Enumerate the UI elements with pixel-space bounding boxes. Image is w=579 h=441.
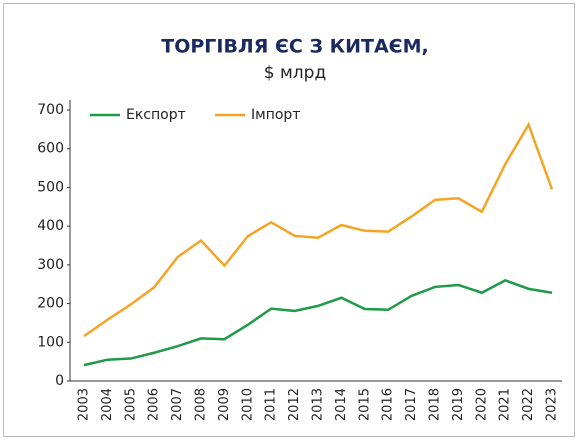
x-tick-label: 2020 — [474, 388, 489, 421]
x-tick-label: 2010 — [240, 388, 255, 421]
y-tick-label: 100 — [37, 334, 64, 350]
x-tick-label: 2019 — [451, 388, 466, 421]
x-tick-label: 2022 — [521, 388, 536, 421]
y-tick-label: 700 — [37, 102, 64, 118]
x-tick-label: 2013 — [311, 388, 326, 421]
x-tick-label: 2007 — [170, 388, 185, 421]
x-tick-label: 2006 — [147, 388, 162, 421]
legend-label: Імпорт — [251, 107, 300, 123]
y-tick-label: 0 — [55, 373, 64, 389]
y-tick-label: 300 — [37, 257, 64, 273]
x-tick-label: 2016 — [381, 388, 396, 421]
x-tick-label: 2014 — [334, 388, 349, 421]
x-tick-label: 2015 — [357, 388, 372, 421]
frame — [3, 3, 575, 437]
x-tick-label: 2012 — [287, 388, 302, 421]
x-tick-label: 2003 — [77, 388, 92, 421]
y-tick-label: 200 — [37, 296, 64, 312]
legend-label: Експорт — [126, 107, 186, 123]
chart-subtitle: $ млрд — [264, 63, 326, 83]
y-tick-label: 500 — [37, 179, 64, 195]
x-tick-label: 2004 — [100, 388, 115, 421]
line — [83, 121, 554, 338]
x-tick-label: 2021 — [498, 388, 513, 421]
y-tick-label: 400 — [37, 218, 64, 234]
x-tick-label: 2017 — [404, 388, 419, 421]
x-tick-label: 2018 — [428, 388, 443, 421]
x-tick-label: 2023 — [545, 388, 560, 421]
y-tick-label: 600 — [37, 141, 64, 157]
x-tick-label: 2008 — [194, 388, 209, 421]
line — [83, 278, 553, 367]
chart-title: ТОРГІВЛЯ ЄС З КИТАЄМ, — [161, 36, 429, 58]
x-tick-label: 2011 — [264, 388, 279, 421]
x-tick-label: 2009 — [217, 388, 232, 421]
x-tick-label: 2005 — [123, 388, 138, 421]
